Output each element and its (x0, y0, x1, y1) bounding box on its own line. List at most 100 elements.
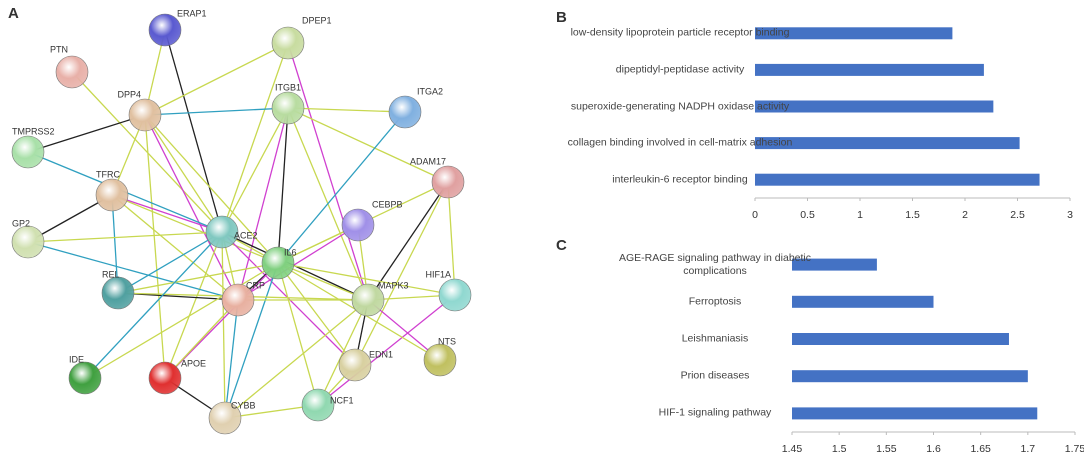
x-tick-label: 2.5 (1010, 209, 1025, 221)
panel-label: C (556, 237, 567, 254)
network-node (438, 278, 472, 312)
network-edge (111, 194, 279, 264)
network-node (338, 348, 372, 382)
y-tick-label: superoxide-generating NADPH oxidase acti… (570, 100, 790, 112)
network-edge (164, 231, 223, 379)
network-node (101, 276, 135, 310)
x-tick-label: 1.65 (970, 443, 991, 455)
network-edge (164, 29, 223, 233)
network-edge (354, 181, 449, 366)
node-label: NTS (438, 336, 456, 346)
network-node (55, 55, 89, 89)
bar (755, 137, 1020, 150)
bar (792, 333, 1009, 345)
node-label: EDN1 (369, 349, 393, 359)
node-label: TMPRSS2 (12, 126, 55, 136)
node-label: CYBB (231, 400, 256, 410)
node-label: TFRC (96, 169, 120, 179)
bar (755, 100, 994, 113)
network-node (423, 343, 457, 377)
network-edge (447, 181, 456, 296)
network-node (261, 246, 295, 280)
network-edge (71, 71, 223, 233)
network-edge (84, 262, 279, 379)
node-label: PTN (50, 44, 68, 54)
network-edge (111, 194, 223, 233)
network-edge (27, 231, 223, 243)
network-edge (224, 262, 279, 419)
panel-label: B (556, 9, 567, 26)
node-label: DPEP1 (302, 15, 332, 25)
node-label: ADAM17 (410, 156, 446, 166)
network-node (148, 13, 182, 47)
network-edge (277, 262, 319, 406)
network-node (431, 165, 465, 199)
network-edge (144, 42, 289, 116)
network-edge (144, 114, 239, 301)
panel-label: A (8, 5, 19, 22)
node-label: CRP (246, 280, 265, 290)
network-edge (224, 299, 369, 419)
node-label: ITGB1 (275, 82, 301, 92)
network-node (148, 361, 182, 395)
y-tick-label: collagen binding involved in cell-matrix… (567, 136, 793, 149)
network-node (95, 178, 129, 212)
y-tick-label: low-density lipoprotein particle recepto… (570, 26, 790, 39)
x-tick-label: 2 (962, 209, 968, 221)
network-node (388, 95, 422, 129)
y-tick-label: interleukin-6 receptor binding (612, 173, 748, 186)
x-tick-label: 1.5 (832, 443, 847, 455)
network-edge (164, 262, 279, 379)
network-edge (237, 224, 359, 301)
network-edge (317, 299, 369, 406)
x-tick-label: 1.7 (1021, 443, 1036, 455)
node-label: ERAP1 (177, 8, 207, 18)
node-label: APOE (181, 358, 206, 368)
network-node (208, 401, 242, 435)
network-edge (221, 107, 289, 233)
network-edge (277, 111, 406, 264)
x-tick-label: 0 (752, 209, 758, 221)
network-node (271, 26, 305, 60)
network-edge (164, 299, 239, 379)
bar (755, 63, 984, 76)
bar (792, 407, 1038, 420)
y-tick-label: dipeptidyl-peptidase activity (615, 63, 745, 76)
x-tick-label: 3 (1067, 209, 1073, 221)
network-edge (287, 107, 406, 113)
node-label: ITGA2 (417, 86, 443, 96)
bar (792, 370, 1028, 383)
node-label: CEBPB (372, 199, 403, 209)
network-edge (221, 231, 226, 419)
network-node (271, 91, 305, 125)
network-node (351, 283, 385, 317)
network-edge (117, 231, 223, 294)
network-edge (117, 262, 279, 294)
network-edge (367, 181, 449, 301)
network-edge (287, 107, 449, 183)
network-edge (277, 107, 289, 264)
network-edge (144, 114, 279, 264)
network-node (301, 388, 335, 422)
x-tick-label: 1.6 (926, 443, 941, 455)
y-tick-label: Leishmaniasis (681, 332, 749, 345)
node-label: ACE2 (234, 230, 258, 240)
network-edge (111, 194, 119, 294)
network-edge (287, 42, 369, 301)
y-tick-label: HIF-1 signaling pathway (658, 406, 772, 419)
network-node (341, 208, 375, 242)
network-edge (27, 114, 146, 153)
network-edge (144, 114, 223, 233)
network-node (205, 215, 239, 249)
bar (792, 295, 934, 308)
node-label: NCF1 (330, 395, 354, 405)
network-node (221, 283, 255, 317)
node-label: IDE (69, 354, 84, 364)
node-label: MAPK3 (378, 280, 409, 290)
network-edge (144, 114, 166, 379)
network-node (11, 225, 45, 259)
x-tick-label: 1.55 (876, 443, 897, 455)
y-tick-label: Prion diseases (680, 369, 750, 382)
x-tick-label: 0.5 (800, 209, 815, 221)
